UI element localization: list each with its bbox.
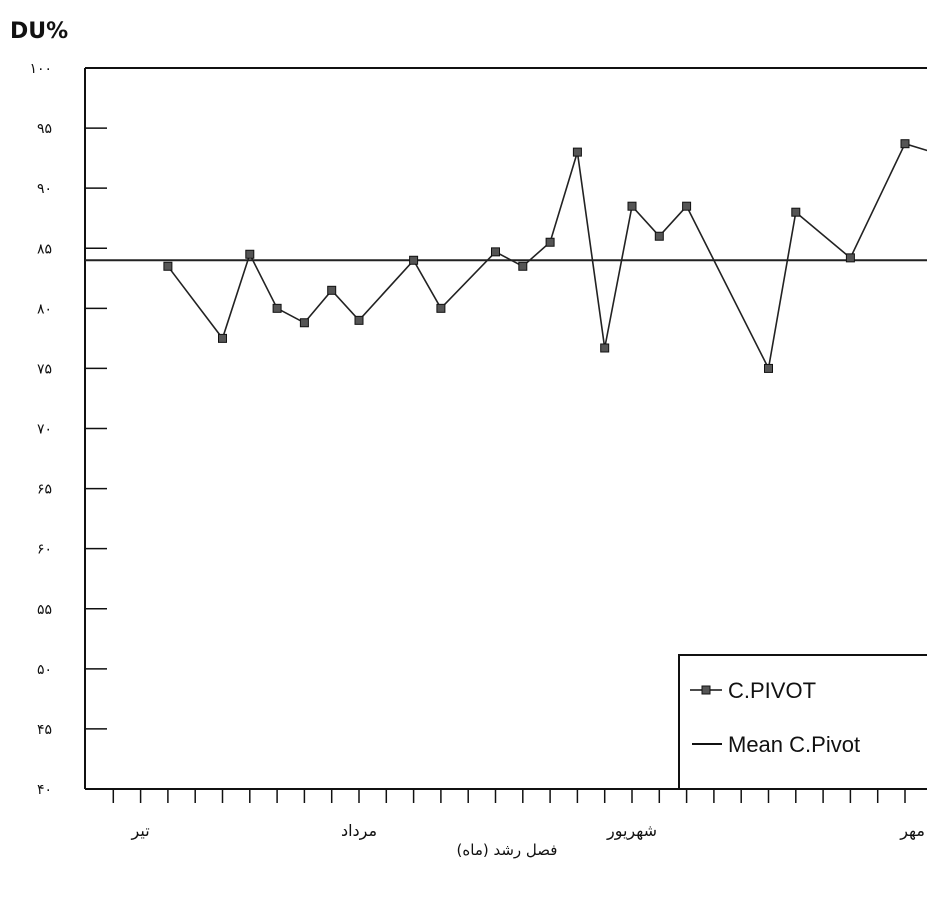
x-axis-label: فصل رشد (ماه) <box>457 841 558 859</box>
legend: C.PIVOT Mean C.Pivot <box>678 654 927 790</box>
y-tick-label: ۴۵ <box>37 722 52 738</box>
y-tick-label: ۸۵ <box>37 241 52 257</box>
y-tick-label: ۱۰۰ <box>29 61 52 77</box>
y-tick-label: ۶۰ <box>37 542 52 558</box>
month-label: شهریور <box>606 821 657 841</box>
y-tick-label: ۷۰ <box>37 422 52 438</box>
cpivot-point <box>682 201 692 211</box>
cpivot-point <box>572 147 582 157</box>
cpivot-line <box>167 142 927 371</box>
y-tick-label: ۵۵ <box>37 602 52 618</box>
y-tick-label: ۸۰ <box>37 301 52 317</box>
cpivot-point <box>163 261 173 271</box>
y-tick-label: ۹۰ <box>37 181 52 197</box>
cpivot-point <box>600 343 610 353</box>
y-axis-ticks: ۱۰۰ ۹۵ ۹۰ ۸۵ ۸۰ ۷۵ ۷۰ ۶۵ ۶۰ ۵۵ ۵۰ ۴۵ ۴۰ <box>29 61 107 798</box>
cpivot-point <box>354 315 364 325</box>
y-tick-label: ۵۰ <box>37 662 52 678</box>
cpivot-point <box>545 237 555 247</box>
cpivot-point <box>245 249 255 259</box>
y-tick-label: ۴۰ <box>37 782 52 798</box>
cpivot-point <box>764 363 773 373</box>
cpivot-point <box>327 285 337 295</box>
cpivot-point <box>491 247 500 257</box>
x-axis-ticks <box>112 789 906 803</box>
month-label: مرداد <box>341 821 377 841</box>
legend-cpivot-marker <box>701 685 711 695</box>
cpivot-point <box>409 255 419 265</box>
cpivot-point <box>436 303 446 313</box>
y-axis-label: DU% <box>10 19 68 44</box>
cpivot-point <box>272 303 282 313</box>
cpivot-point <box>299 318 309 328</box>
legend-box <box>678 654 927 790</box>
cpivot-point <box>791 207 801 217</box>
cpivot-point <box>845 253 855 263</box>
cpivot-series-group <box>163 139 927 373</box>
month-label: تیر <box>131 821 150 841</box>
cpivot-point <box>218 333 227 343</box>
y-tick-label: ۶۵ <box>37 482 52 498</box>
legend-cpivot-label: C.PIVOT <box>728 678 816 703</box>
cpivot-point <box>518 261 528 271</box>
month-label: مهر <box>899 821 925 841</box>
legend-mean-label: Mean C.Pivot <box>728 732 860 757</box>
y-tick-label: ۹۵ <box>37 121 52 137</box>
cpivot-point <box>900 139 910 149</box>
cpivot-point <box>627 201 637 211</box>
y-tick-label: ۷۵ <box>37 361 52 377</box>
cpivot-point <box>654 231 664 241</box>
x-axis-month-labels: تیر مرداد شهریور مهر <box>131 821 925 841</box>
